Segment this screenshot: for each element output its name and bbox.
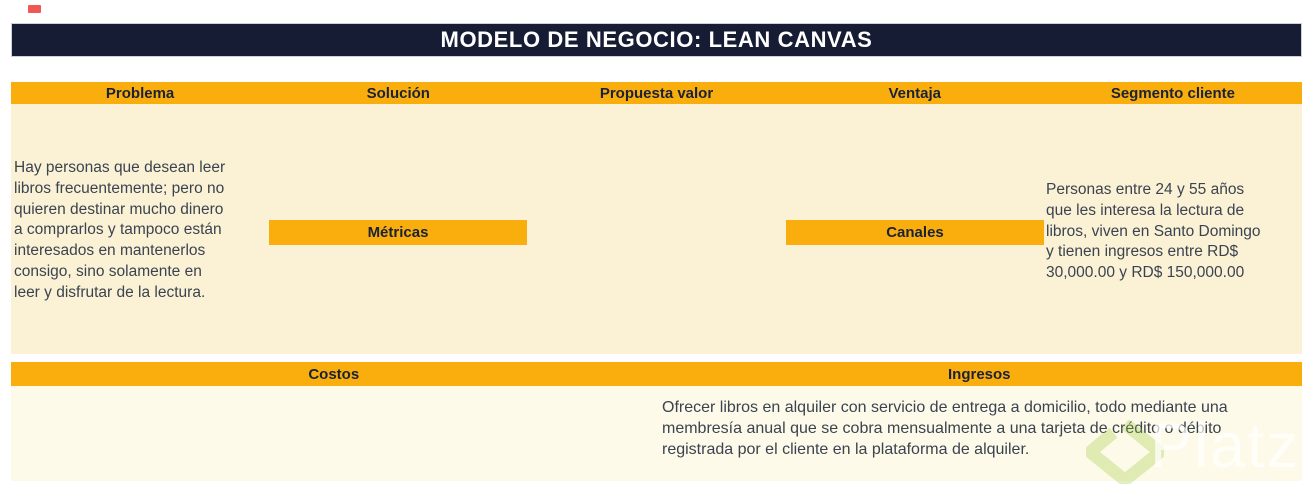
title-bar: MODELO DE NEGOCIO: LEAN CANVAS: [11, 23, 1302, 57]
canvas-body-background: [11, 104, 1302, 354]
footer-ingresos: Ingresos: [947, 365, 1011, 383]
platzi-logo-icon: [1086, 420, 1164, 484]
segmento-cliente-cell-text: Personas entre 24 y 55 años que les inte…: [1046, 181, 1261, 282]
canvas-header-row: Problema Solución Propuesta valor Ventaj…: [11, 82, 1302, 104]
metricas-label: Métricas: [367, 224, 429, 241]
canales-label: Canales: [886, 224, 944, 241]
footer-costos: Costos: [308, 365, 360, 383]
header-ventaja: Ventaja: [888, 84, 941, 102]
canvas-bottom-background: [11, 386, 1302, 481]
header-solucion: Solución: [366, 84, 430, 102]
red-marker-icon: [28, 5, 41, 13]
header-propuesta-valor: Propuesta valor: [599, 84, 714, 102]
ingresos-cell-text: Ofrecer libros en alquiler con servicio …: [662, 399, 1228, 458]
canales-header-bar: Canales: [786, 220, 1044, 245]
header-segmento-cliente: Segmento cliente: [1110, 84, 1236, 102]
platzi-watermark-text: Platzi: [1150, 411, 1313, 481]
problema-cell-text: Hay personas que desean leer libros frec…: [14, 159, 226, 301]
page-title: MODELO DE NEGOCIO: LEAN CANVAS: [440, 27, 873, 52]
header-problema: Problema: [105, 84, 175, 102]
metricas-header-bar: Métricas: [269, 220, 527, 245]
canvas-footer-row: Costos Ingresos: [11, 362, 1302, 386]
